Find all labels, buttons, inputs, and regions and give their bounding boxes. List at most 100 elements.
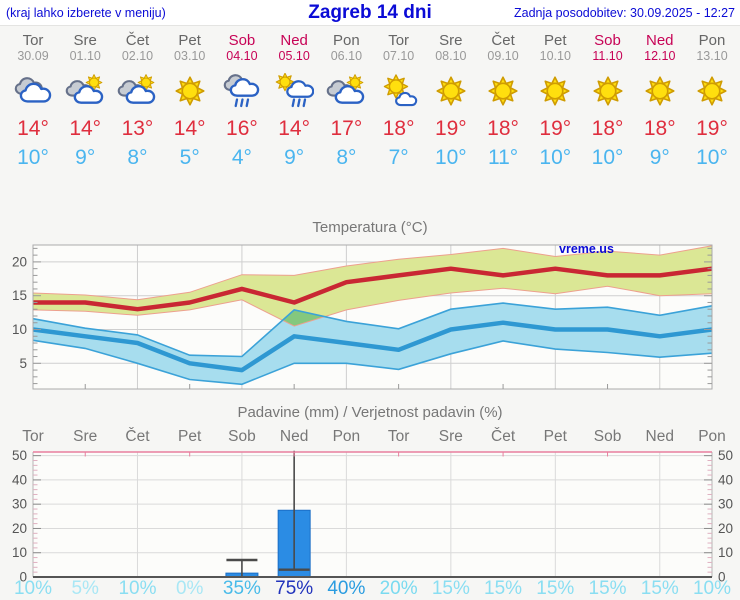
temp-max-label: 18° <box>643 117 676 140</box>
precip-day-label: Sre <box>438 428 463 445</box>
sun-icon <box>588 73 628 109</box>
precip-day-label: Pon <box>698 428 726 445</box>
temp-max-label: 17° <box>330 117 363 140</box>
day-name-label: Tor <box>388 32 410 49</box>
svg-text:10: 10 <box>12 322 27 337</box>
precip-probability-label: 20% <box>379 578 418 599</box>
day-name-label: Sre <box>73 32 97 49</box>
day-date-label: 30.09 <box>17 49 49 63</box>
day-column: Sob 04.10 16° 4° <box>215 33 269 170</box>
temperature-chart-title: Temperatura (°C) <box>312 219 428 236</box>
sun-icon <box>692 73 732 109</box>
svg-text:30: 30 <box>718 497 733 512</box>
day-date-label: 01.10 <box>69 49 101 63</box>
vreme-us-watermark-link[interactable]: vreme.us <box>559 242 614 256</box>
svg-text:5: 5 <box>19 356 27 371</box>
day-name-label: Ned <box>280 32 308 49</box>
temp-min-label: 9° <box>284 146 305 169</box>
temp-min-label: 9° <box>75 146 96 169</box>
day-column: Čet 09.10 18° 11° <box>476 33 530 170</box>
temp-max-label: 14° <box>278 117 311 140</box>
day-name-label: Pet <box>178 32 201 49</box>
temp-min-label: 10° <box>17 146 49 169</box>
sun-icon <box>431 73 471 109</box>
last-updated: Zadnja posodobitev: 30.09.2025 - 12:27 <box>513 6 735 20</box>
precip-day-label: Sre <box>73 428 98 445</box>
day-column: Čet 02.10 13° 8° <box>110 33 164 170</box>
forecast-strip: Tor 30.09 14° 10° Sre 01.10 14° 9° Čet 02.10 13° 8°… <box>0 33 740 173</box>
temp-min-label: 10° <box>696 146 728 169</box>
location-hint: (kraj lahko izberete v meniju) <box>6 6 166 20</box>
day-name-label: Sre <box>439 32 463 49</box>
day-date-label: 06.10 <box>330 49 363 63</box>
temp-min-label: 5° <box>179 146 200 169</box>
precip-probability-label: 15% <box>431 578 470 599</box>
precip-day-label: Sob <box>228 428 256 445</box>
temp-max-label: 18° <box>591 117 624 140</box>
day-date-label: 13.10 <box>696 49 728 63</box>
precip-probability-label: 0% <box>175 578 204 599</box>
temp-max-label: 18° <box>382 117 415 140</box>
svg-text:20: 20 <box>718 521 733 536</box>
temp-max-label: 19° <box>539 117 572 140</box>
temp-max-label: 14° <box>69 117 102 140</box>
day-column: Ned 12.10 18° 9° <box>633 33 687 170</box>
page-title: Zagreb 14 dni <box>308 2 432 23</box>
precip-day-label: Pon <box>332 428 361 445</box>
precip-day-labels: Tor Sre Čet Pet Sob Ned Pon Tor Sre Čet Pet Sob Ned P… <box>0 428 740 446</box>
temp-min-label: 11° <box>487 146 519 169</box>
precip-day-label: Ned <box>279 428 309 445</box>
precip-probability-label: 15% <box>484 578 523 599</box>
sun-icon <box>640 73 680 109</box>
day-date-label: 07.10 <box>382 49 415 63</box>
day-date-label: 02.10 <box>121 49 154 63</box>
header: (kraj lahko izberete v meniju) Zagreb 14… <box>0 0 740 26</box>
precip-probability-label: 10% <box>13 578 53 599</box>
day-date-label: 03.10 <box>174 49 206 63</box>
precip-probability-label: 75% <box>275 578 314 599</box>
day-name-label: Pon <box>333 32 360 49</box>
temp-min-label: 10° <box>539 146 572 169</box>
precip-day-label: Ned <box>645 428 674 445</box>
sun-cloud-icon <box>65 73 105 109</box>
svg-text:10: 10 <box>718 545 733 560</box>
day-column: Pon 06.10 17° 8° <box>319 33 373 170</box>
svg-text:20: 20 <box>12 521 27 536</box>
svg-text:15: 15 <box>12 288 27 303</box>
svg-text:10: 10 <box>12 545 27 560</box>
temp-max-label: 19° <box>434 117 467 140</box>
precip-day-label: Sob <box>593 428 622 445</box>
sun-cloud-icon <box>326 73 366 109</box>
sun-rain-icon <box>274 73 314 109</box>
day-name-label: Pon <box>698 32 726 49</box>
precip-day-label: Čet <box>491 428 516 445</box>
temp-min-label: 8° <box>127 146 148 169</box>
day-date-label: 11.10 <box>592 49 623 63</box>
temp-min-label: 7° <box>388 146 409 169</box>
temp-min-label: 10° <box>434 146 467 169</box>
precip-probability-label: 40% <box>327 578 366 599</box>
day-date-label: 09.10 <box>487 49 519 63</box>
sun-icon <box>535 73 575 109</box>
day-date-label: 08.10 <box>435 49 467 63</box>
svg-text:20: 20 <box>12 254 27 269</box>
day-column: Sre 01.10 14° 9° <box>58 33 112 170</box>
day-column: Ned 05.10 14° 9° <box>267 33 321 170</box>
temp-min-label: 10° <box>591 146 624 169</box>
day-name-label: Ned <box>646 32 674 49</box>
day-column: Sob 11.10 18° 10° <box>581 33 635 170</box>
svg-text:40: 40 <box>12 472 27 487</box>
svg-text:30: 30 <box>12 497 27 512</box>
precip-probability-label: 10% <box>692 578 732 599</box>
precip-probability-label: 35% <box>222 578 261 599</box>
day-column: Pon 13.10 19° 10° <box>685 33 739 170</box>
precip-day-label: Pet <box>178 428 202 445</box>
sun-small-cloud-icon <box>379 73 419 109</box>
precip-probability-label: 15% <box>640 578 679 599</box>
temp-min-label: 8° <box>336 146 357 169</box>
day-date-label: 05.10 <box>278 49 310 63</box>
svg-text:40: 40 <box>718 472 733 487</box>
day-name-label: Sob <box>594 32 621 49</box>
day-name-label: Pet <box>544 32 567 49</box>
precip-probability-label: 10% <box>118 578 157 599</box>
